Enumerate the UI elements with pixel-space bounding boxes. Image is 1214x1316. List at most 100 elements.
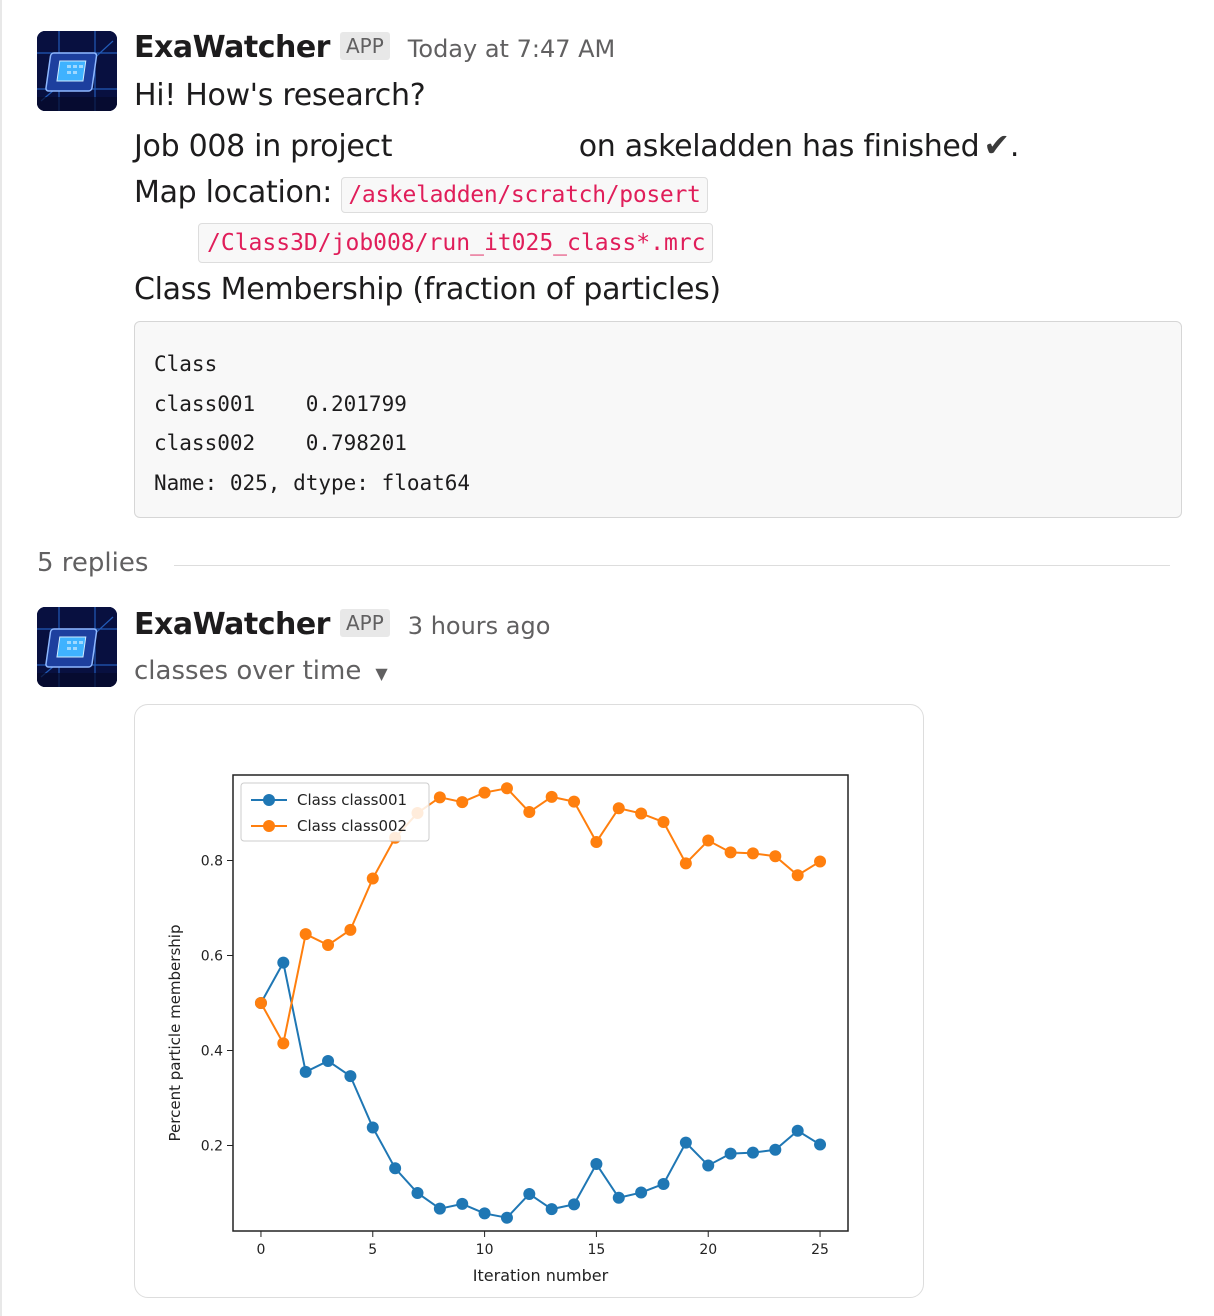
y-tick-label: 0.6 bbox=[201, 949, 223, 965]
chart-legend: Class class001 Class class002 bbox=[240, 782, 430, 842]
data-point bbox=[791, 1124, 804, 1137]
data-point bbox=[635, 1186, 648, 1199]
data-point bbox=[657, 1177, 670, 1190]
data-point bbox=[746, 1146, 759, 1159]
greeting-text: Hi! How's research? bbox=[134, 78, 426, 113]
data-point bbox=[299, 1065, 312, 1078]
data-point bbox=[657, 816, 670, 829]
data-point bbox=[791, 869, 804, 882]
data-point bbox=[814, 1138, 827, 1151]
data-point bbox=[590, 835, 603, 848]
avatar[interactable] bbox=[37, 31, 117, 111]
data-point bbox=[433, 1202, 446, 1215]
data-point bbox=[500, 782, 513, 795]
data-point bbox=[433, 791, 446, 804]
data-point bbox=[702, 834, 715, 847]
data-point bbox=[411, 1187, 424, 1199]
legend-swatch-marker bbox=[263, 820, 275, 832]
y-axis-label: Percent particle membership bbox=[166, 925, 184, 1142]
x-tick-label: 20 bbox=[699, 1242, 717, 1258]
code-line: class002 0.798201 bbox=[154, 431, 407, 455]
data-point bbox=[366, 1121, 379, 1134]
data-point bbox=[590, 1158, 603, 1171]
legend-box bbox=[240, 782, 430, 842]
data-point bbox=[389, 1162, 402, 1175]
image-attachment[interactable]: 0 5 10 15 20 25 0.2 0.4 0.6 0.8 Iteration number … bbox=[134, 704, 924, 1298]
data-point bbox=[523, 806, 536, 819]
axis-ticks: 0 5 10 15 20 25 0.2 0.4 0.6 0.8 bbox=[201, 854, 829, 1259]
avatar[interactable] bbox=[37, 607, 117, 687]
data-point bbox=[746, 847, 759, 860]
series-line-1 bbox=[260, 959, 821, 1219]
legend-swatch-marker bbox=[263, 794, 275, 806]
y-tick-label: 0.8 bbox=[201, 854, 223, 870]
data-point bbox=[523, 1187, 536, 1200]
data-point bbox=[545, 790, 558, 803]
caret-down-icon[interactable]: ▼ bbox=[375, 663, 388, 683]
data-point bbox=[254, 997, 267, 1009]
thread-replies-row: 5 replies bbox=[37, 548, 1170, 578]
data-point bbox=[322, 1054, 335, 1067]
data-point bbox=[366, 872, 379, 885]
map-path-code-continued: /Class3D/job008/run_it025_class*.mrc bbox=[198, 223, 713, 263]
plot-frame bbox=[232, 774, 849, 1232]
data-point bbox=[478, 1207, 491, 1220]
file-title[interactable]: classes over time bbox=[134, 656, 362, 686]
legend-label: Class class001 bbox=[297, 791, 407, 809]
data-point bbox=[724, 1147, 737, 1160]
data-point bbox=[679, 1136, 692, 1149]
data-point bbox=[277, 1037, 290, 1050]
data-point bbox=[500, 1211, 513, 1224]
x-axis-label: Iteration number bbox=[473, 1266, 609, 1285]
x-tick-label: 25 bbox=[811, 1242, 829, 1258]
membership-heading: Class Membership (fraction of particles) bbox=[134, 272, 721, 307]
app-badge: APP bbox=[339, 32, 390, 60]
data-point bbox=[568, 1198, 581, 1211]
code-line: Name: 025, dtype: float64 bbox=[154, 470, 471, 495]
data-point bbox=[545, 1203, 558, 1216]
sender-name[interactable]: ExaWatcher bbox=[134, 30, 330, 65]
data-point bbox=[277, 956, 290, 969]
data-point bbox=[724, 846, 737, 859]
replies-count[interactable]: 5 replies bbox=[37, 548, 149, 578]
x-tick-label: 15 bbox=[587, 1242, 605, 1258]
data-point bbox=[814, 855, 827, 868]
code-line: class001 0.201799 bbox=[154, 391, 407, 416]
data-point bbox=[568, 795, 581, 808]
data-point bbox=[702, 1159, 715, 1172]
replies-divider bbox=[174, 564, 1170, 566]
app-badge: APP bbox=[339, 609, 390, 637]
left-border bbox=[0, 0, 2, 1316]
map-location-label: Map location: bbox=[134, 175, 333, 210]
heavy-check-mark-icon: ✔ bbox=[983, 126, 1010, 164]
data-point bbox=[322, 939, 335, 952]
data-point bbox=[344, 1070, 357, 1083]
x-tick-label: 10 bbox=[476, 1242, 494, 1258]
membership-code-block: Class class001 0.201799 class002 0.798201 N… bbox=[134, 321, 1182, 518]
chip-logo-icon bbox=[37, 607, 117, 687]
data-point bbox=[456, 1197, 469, 1210]
message-timestamp[interactable]: Today at 7:47 AM bbox=[407, 35, 616, 63]
job-text-before: Job 008 in project bbox=[134, 129, 393, 164]
code-line: Class bbox=[154, 352, 218, 376]
data-point bbox=[769, 1143, 782, 1156]
data-point bbox=[344, 923, 357, 936]
job-text-after: on askeladden has finished bbox=[578, 129, 980, 164]
class-membership-chart: 0 5 10 15 20 250.20.40.60.8 Iteration number … bbox=[166, 774, 849, 1285]
reply-header: ExaWatcher APP 3 hours ago bbox=[134, 607, 550, 642]
sender-name[interactable]: ExaWatcher bbox=[134, 607, 330, 642]
x-tick-label: 0 bbox=[256, 1242, 265, 1258]
data-point bbox=[478, 786, 491, 799]
series-lines bbox=[254, 782, 827, 1224]
data-point bbox=[456, 796, 469, 809]
job-status-line: Job 008 in project on askeladden has fin… bbox=[134, 127, 1019, 165]
map-path-code: /askeladden/scratch/posert bbox=[341, 177, 708, 213]
file-title-row[interactable]: classes over time ▼ bbox=[134, 656, 388, 686]
message-header: ExaWatcher APP Today at 7:47 AM bbox=[134, 30, 615, 65]
data-point bbox=[612, 1191, 625, 1204]
data-point bbox=[612, 802, 625, 815]
data-point bbox=[769, 850, 782, 863]
y-tick-label: 0.2 bbox=[201, 1139, 223, 1155]
y-tick-label: 0.4 bbox=[201, 1044, 223, 1060]
reply-timestamp[interactable]: 3 hours ago bbox=[407, 612, 551, 640]
